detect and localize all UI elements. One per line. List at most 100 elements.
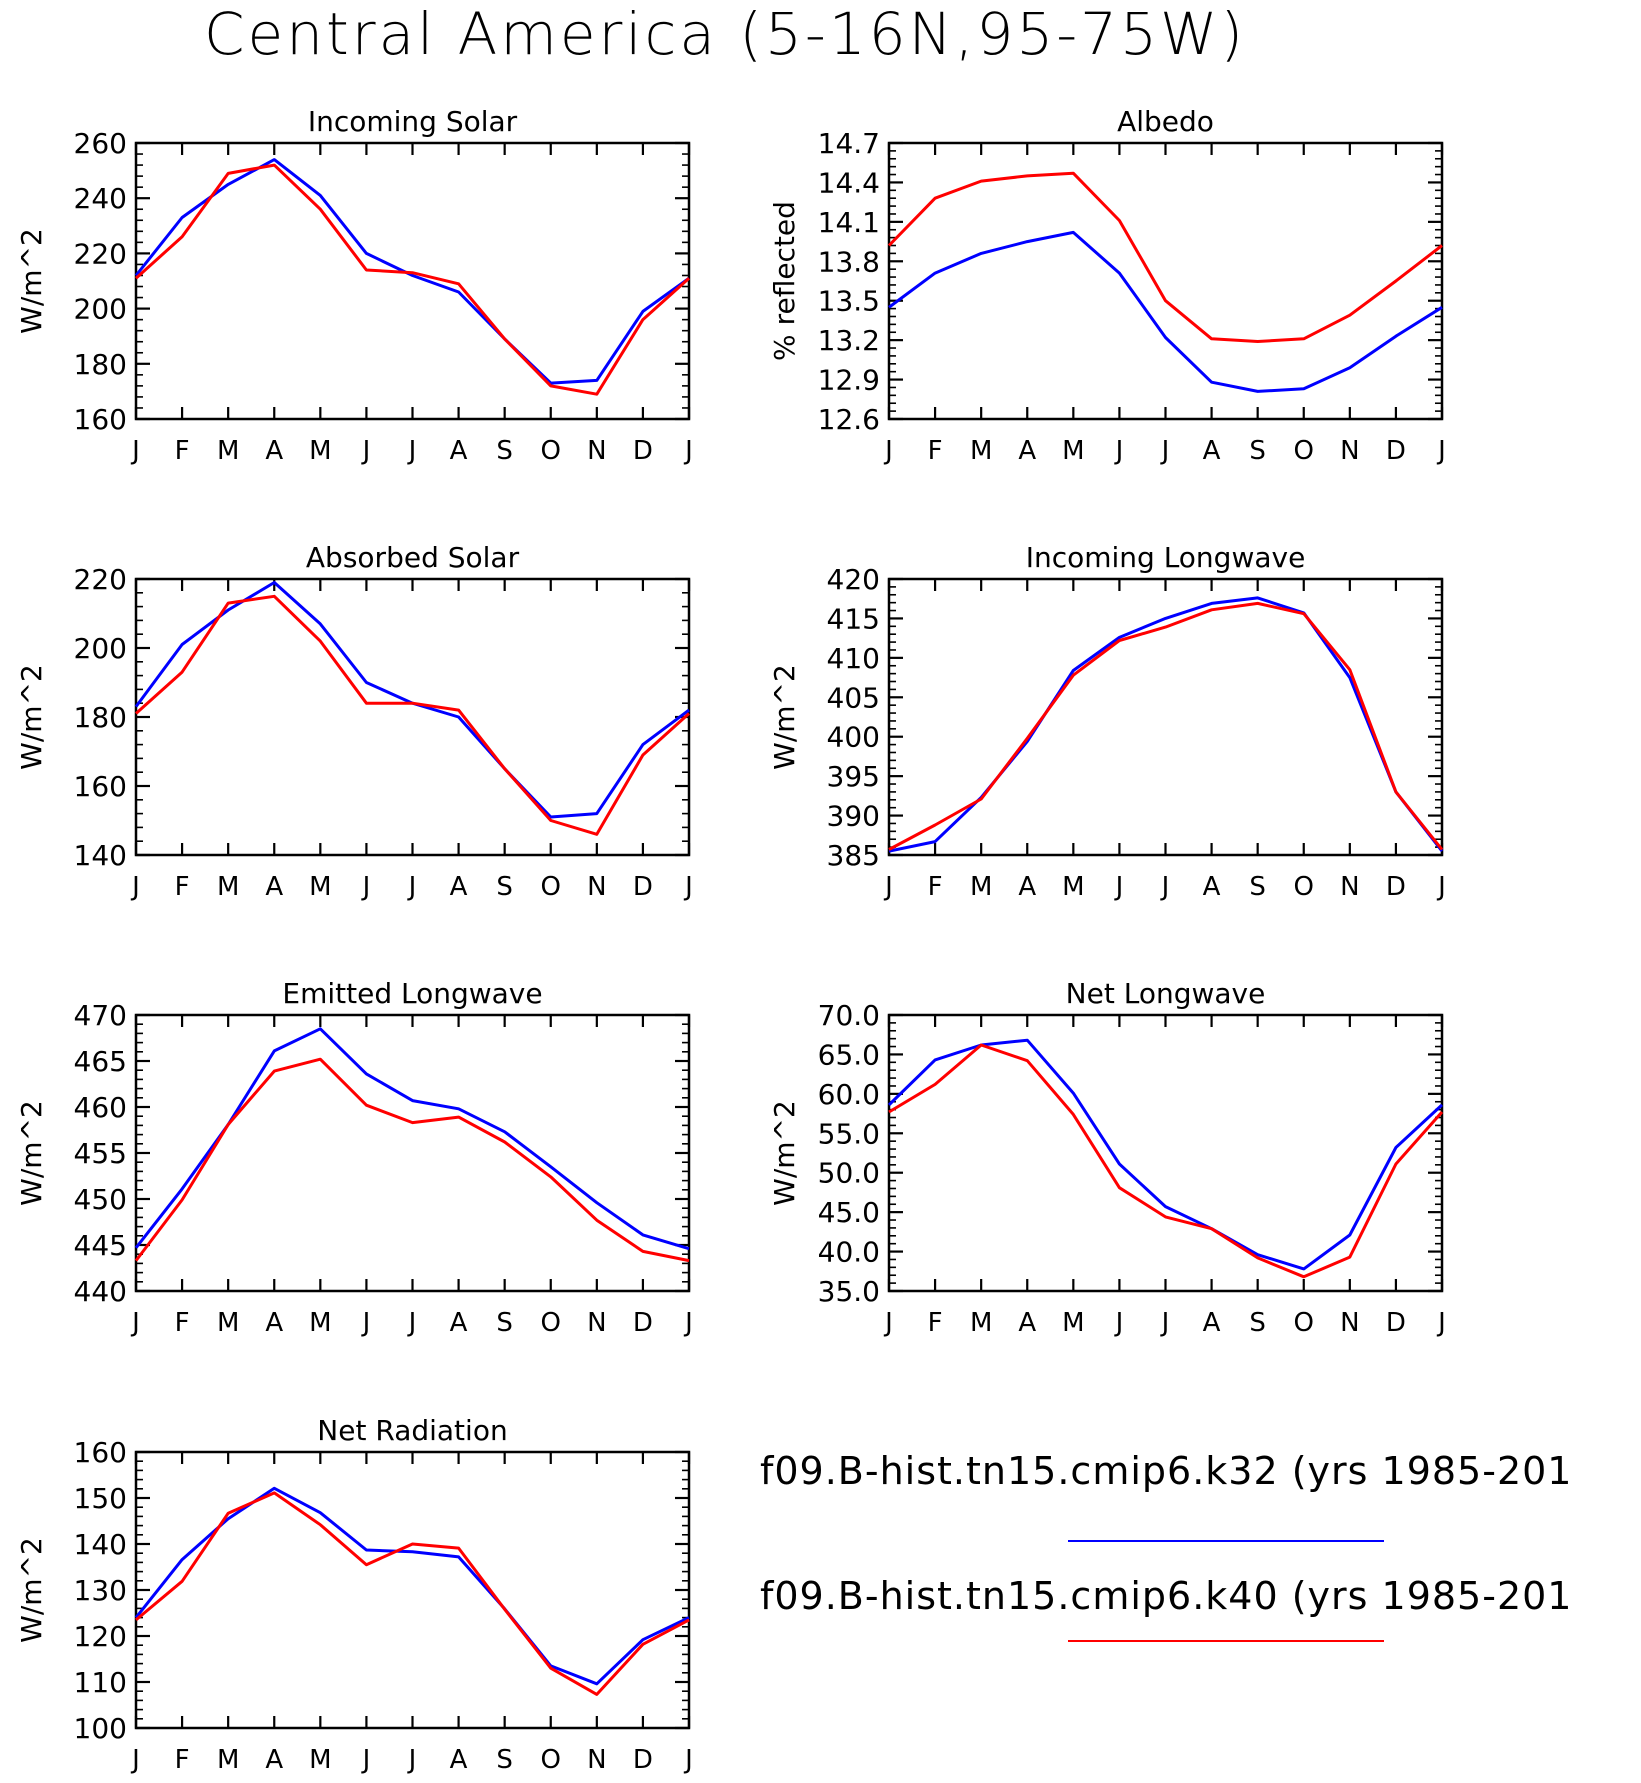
legend-label-k40: f09.B-hist.tn15.cmip6.k40 (yrs 1985-201 xyxy=(760,1574,1573,1618)
x-tick-label: F xyxy=(928,1308,943,1338)
y-tick-label: 465 xyxy=(74,1045,127,1078)
y-tick-label: 385 xyxy=(827,839,880,872)
x-tick-label: D xyxy=(633,1745,653,1775)
y-tick-label: 410 xyxy=(827,642,880,675)
y-tick-label: 12.6 xyxy=(818,403,880,436)
x-tick-label: O xyxy=(1294,436,1314,466)
x-tick-label: M xyxy=(309,1745,331,1775)
y-axis-label: W/m^2 xyxy=(15,1537,48,1643)
y-axis-label: W/m^2 xyxy=(768,664,801,770)
y-tick-label: 60.0 xyxy=(818,1078,880,1111)
y-tick-label: 14.4 xyxy=(818,166,880,199)
series-line-k40 xyxy=(888,1043,1444,1279)
x-tick-label: O xyxy=(1294,872,1314,902)
x-tick-label: J xyxy=(1114,1308,1124,1338)
y-tick-label: 13.5 xyxy=(818,285,880,318)
x-tick-label: S xyxy=(496,1745,513,1775)
x-tick-label: A xyxy=(1203,872,1221,902)
y-tick-label: 450 xyxy=(74,1183,127,1216)
legend-label-k32: f09.B-hist.tn15.cmip6.k32 (yrs 1985-201 xyxy=(760,1449,1573,1493)
y-tick-label: 100 xyxy=(74,1712,127,1745)
series-line-k40 xyxy=(134,163,691,396)
x-tick-label: F xyxy=(928,436,943,466)
x-tick-label: J xyxy=(407,1745,417,1775)
y-axis-label: W/m^2 xyxy=(15,664,48,770)
x-tick-label: A xyxy=(1203,436,1221,466)
y-tick-label: 395 xyxy=(827,760,880,793)
panel-title: Absorbed Solar xyxy=(306,541,520,574)
x-tick-label: J xyxy=(883,872,893,902)
y-tick-label: 200 xyxy=(74,632,127,665)
x-tick-label: O xyxy=(541,1308,561,1338)
x-tick-label: M xyxy=(217,1745,239,1775)
x-tick-label: N xyxy=(587,872,606,902)
x-tick-label: O xyxy=(1294,1308,1314,1338)
x-tick-label: A xyxy=(1018,436,1036,466)
y-tick-label: 70.0 xyxy=(818,999,880,1032)
y-axis-label: W/m^2 xyxy=(15,228,48,334)
y-tick-label: 13.8 xyxy=(818,245,880,278)
y-tick-label: 130 xyxy=(74,1574,127,1607)
y-tick-label: 50.0 xyxy=(818,1157,880,1190)
y-tick-label: 14.7 xyxy=(818,127,880,160)
x-tick-label: O xyxy=(541,1745,561,1775)
x-tick-label: N xyxy=(1340,436,1359,466)
y-tick-label: 140 xyxy=(74,1528,127,1561)
x-tick-label: M xyxy=(1062,872,1084,902)
panel-title: Incoming Longwave xyxy=(1026,541,1306,574)
x-tick-label: O xyxy=(541,436,561,466)
y-tick-label: 390 xyxy=(827,800,880,833)
y-tick-label: 150 xyxy=(74,1482,127,1515)
y-tick-label: 200 xyxy=(74,293,127,326)
y-tick-label: 65.0 xyxy=(818,1038,880,1071)
chart-panel-2: J F M A M J J A S O N D J12.612.913.213.513.814.114.… xyxy=(768,105,1446,466)
series-line-k40 xyxy=(887,171,1443,343)
y-tick-label: 160 xyxy=(74,1436,127,1469)
x-tick-label: M xyxy=(970,872,992,902)
x-tick-label: N xyxy=(587,436,606,466)
y-tick-label: 445 xyxy=(74,1229,127,1262)
series-line-k40 xyxy=(134,1057,690,1263)
panel-title: Net Longwave xyxy=(1066,977,1266,1010)
panel-title: Emitted Longwave xyxy=(282,977,542,1010)
y-axis-label: % reflected xyxy=(768,201,801,361)
y-tick-label: 180 xyxy=(74,701,127,734)
x-tick-label: J xyxy=(407,436,417,466)
x-tick-label: S xyxy=(496,436,513,466)
y-tick-label: 240 xyxy=(74,182,127,215)
y-tick-label: 14.1 xyxy=(818,206,880,239)
y-tick-label: 460 xyxy=(74,1091,127,1124)
y-tick-label: 13.2 xyxy=(818,324,880,357)
x-tick-label: J xyxy=(883,1308,893,1338)
x-tick-label: J xyxy=(407,1308,417,1338)
series-line-k40 xyxy=(888,601,1444,851)
x-tick-label: J xyxy=(1436,872,1446,902)
x-tick-label: J xyxy=(130,1308,140,1338)
x-tick-label: J xyxy=(1114,436,1124,466)
x-tick-label: N xyxy=(587,1745,606,1775)
y-tick-label: 455 xyxy=(74,1137,127,1170)
x-tick-label: F xyxy=(175,872,190,902)
y-tick-label: 180 xyxy=(74,348,127,381)
x-tick-label: A xyxy=(450,1308,468,1338)
x-tick-label: D xyxy=(633,436,653,466)
x-tick-label: M xyxy=(217,1308,239,1338)
x-tick-label: J xyxy=(1160,872,1170,902)
y-tick-label: 415 xyxy=(827,602,880,635)
x-tick-label: J xyxy=(1160,1308,1170,1338)
series-line-k40 xyxy=(135,1491,690,1696)
plot-frame xyxy=(134,1450,691,1730)
chart-panel-1: J F M A M J J A S O N D J160180200220240260Incoming … xyxy=(15,105,693,466)
y-tick-label: 405 xyxy=(827,681,880,714)
x-tick-label: J xyxy=(1160,436,1170,466)
x-tick-label: J xyxy=(407,872,417,902)
x-tick-label: A xyxy=(1203,1308,1221,1338)
legend-line-k32 xyxy=(1068,1540,1384,1542)
x-tick-label: N xyxy=(587,1308,606,1338)
x-tick-label: J xyxy=(130,872,140,902)
series-line-k32 xyxy=(888,596,1444,853)
y-tick-label: 220 xyxy=(74,237,127,270)
y-tick-label: 110 xyxy=(74,1666,127,1699)
x-tick-label: M xyxy=(309,1308,331,1338)
